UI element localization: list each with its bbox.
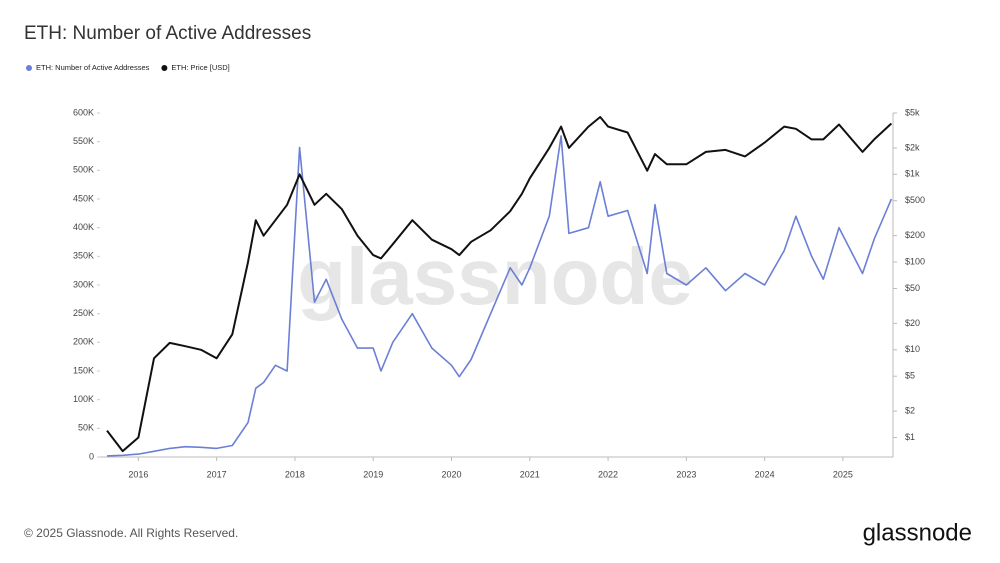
- y-tick-label: 350K: [73, 251, 94, 261]
- y-tick-label: 600K: [73, 107, 94, 117]
- y-tick-label: 200K: [73, 337, 94, 347]
- x-tick-label: 2025: [833, 469, 853, 479]
- y2-tick-label: $50: [905, 283, 920, 293]
- brand-logo: glassnode: [863, 519, 972, 546]
- watermark: glassnode: [297, 232, 693, 321]
- y-tick-label: 0: [89, 451, 94, 461]
- legend-marker: [161, 65, 168, 71]
- y2-tick-label: $1k: [905, 169, 920, 179]
- y2-tick-label: $5: [905, 371, 915, 381]
- legend-label: ETH: Price [USD]: [171, 63, 229, 72]
- x-tick-label: 2022: [598, 469, 618, 479]
- y-tick-label: 150K: [73, 365, 94, 375]
- legend-label: ETH: Number of Active Addresses: [36, 63, 150, 72]
- x-tick-label: 2019: [363, 469, 383, 479]
- y2-tick-label: $2: [905, 405, 915, 415]
- y2-tick-label: $500: [905, 195, 925, 205]
- y2-tick-label: $200: [905, 230, 925, 240]
- x-tick-label: 2020: [441, 469, 461, 479]
- x-tick-label: 2017: [207, 469, 227, 479]
- y-tick-label: 100K: [73, 394, 94, 404]
- series-line: [106, 116, 893, 453]
- y2-tick-label: $20: [905, 318, 920, 328]
- y2-tick-label: $1: [905, 432, 915, 442]
- x-tick-label: 2024: [755, 469, 775, 479]
- y2-tick-label: $2k: [905, 142, 920, 152]
- y-tick-label: 50K: [78, 423, 94, 433]
- y-tick-label: 400K: [73, 222, 94, 232]
- y-tick-label: 250K: [73, 308, 94, 318]
- chart-title: ETH: Number of Active Addresses: [24, 23, 311, 44]
- x-tick-label: 2018: [285, 469, 305, 479]
- x-tick-label: 2016: [128, 469, 148, 479]
- y2-tick-label: $100: [905, 256, 925, 266]
- y-tick-label: 500K: [73, 165, 94, 175]
- x-tick-label: 2023: [676, 469, 696, 479]
- series-line: [106, 135, 893, 457]
- x-tick-label: 2021: [520, 469, 540, 479]
- y-tick-label: 550K: [73, 136, 94, 146]
- footer: © 2025 Glassnode. All Rights Reserved.: [24, 526, 238, 540]
- legend-marker: [26, 65, 32, 71]
- y-tick-label: 300K: [73, 279, 94, 289]
- y2-tick-label: $5k: [905, 107, 920, 117]
- y2-tick-label: $10: [905, 344, 920, 354]
- y-tick-label: 450K: [73, 193, 94, 203]
